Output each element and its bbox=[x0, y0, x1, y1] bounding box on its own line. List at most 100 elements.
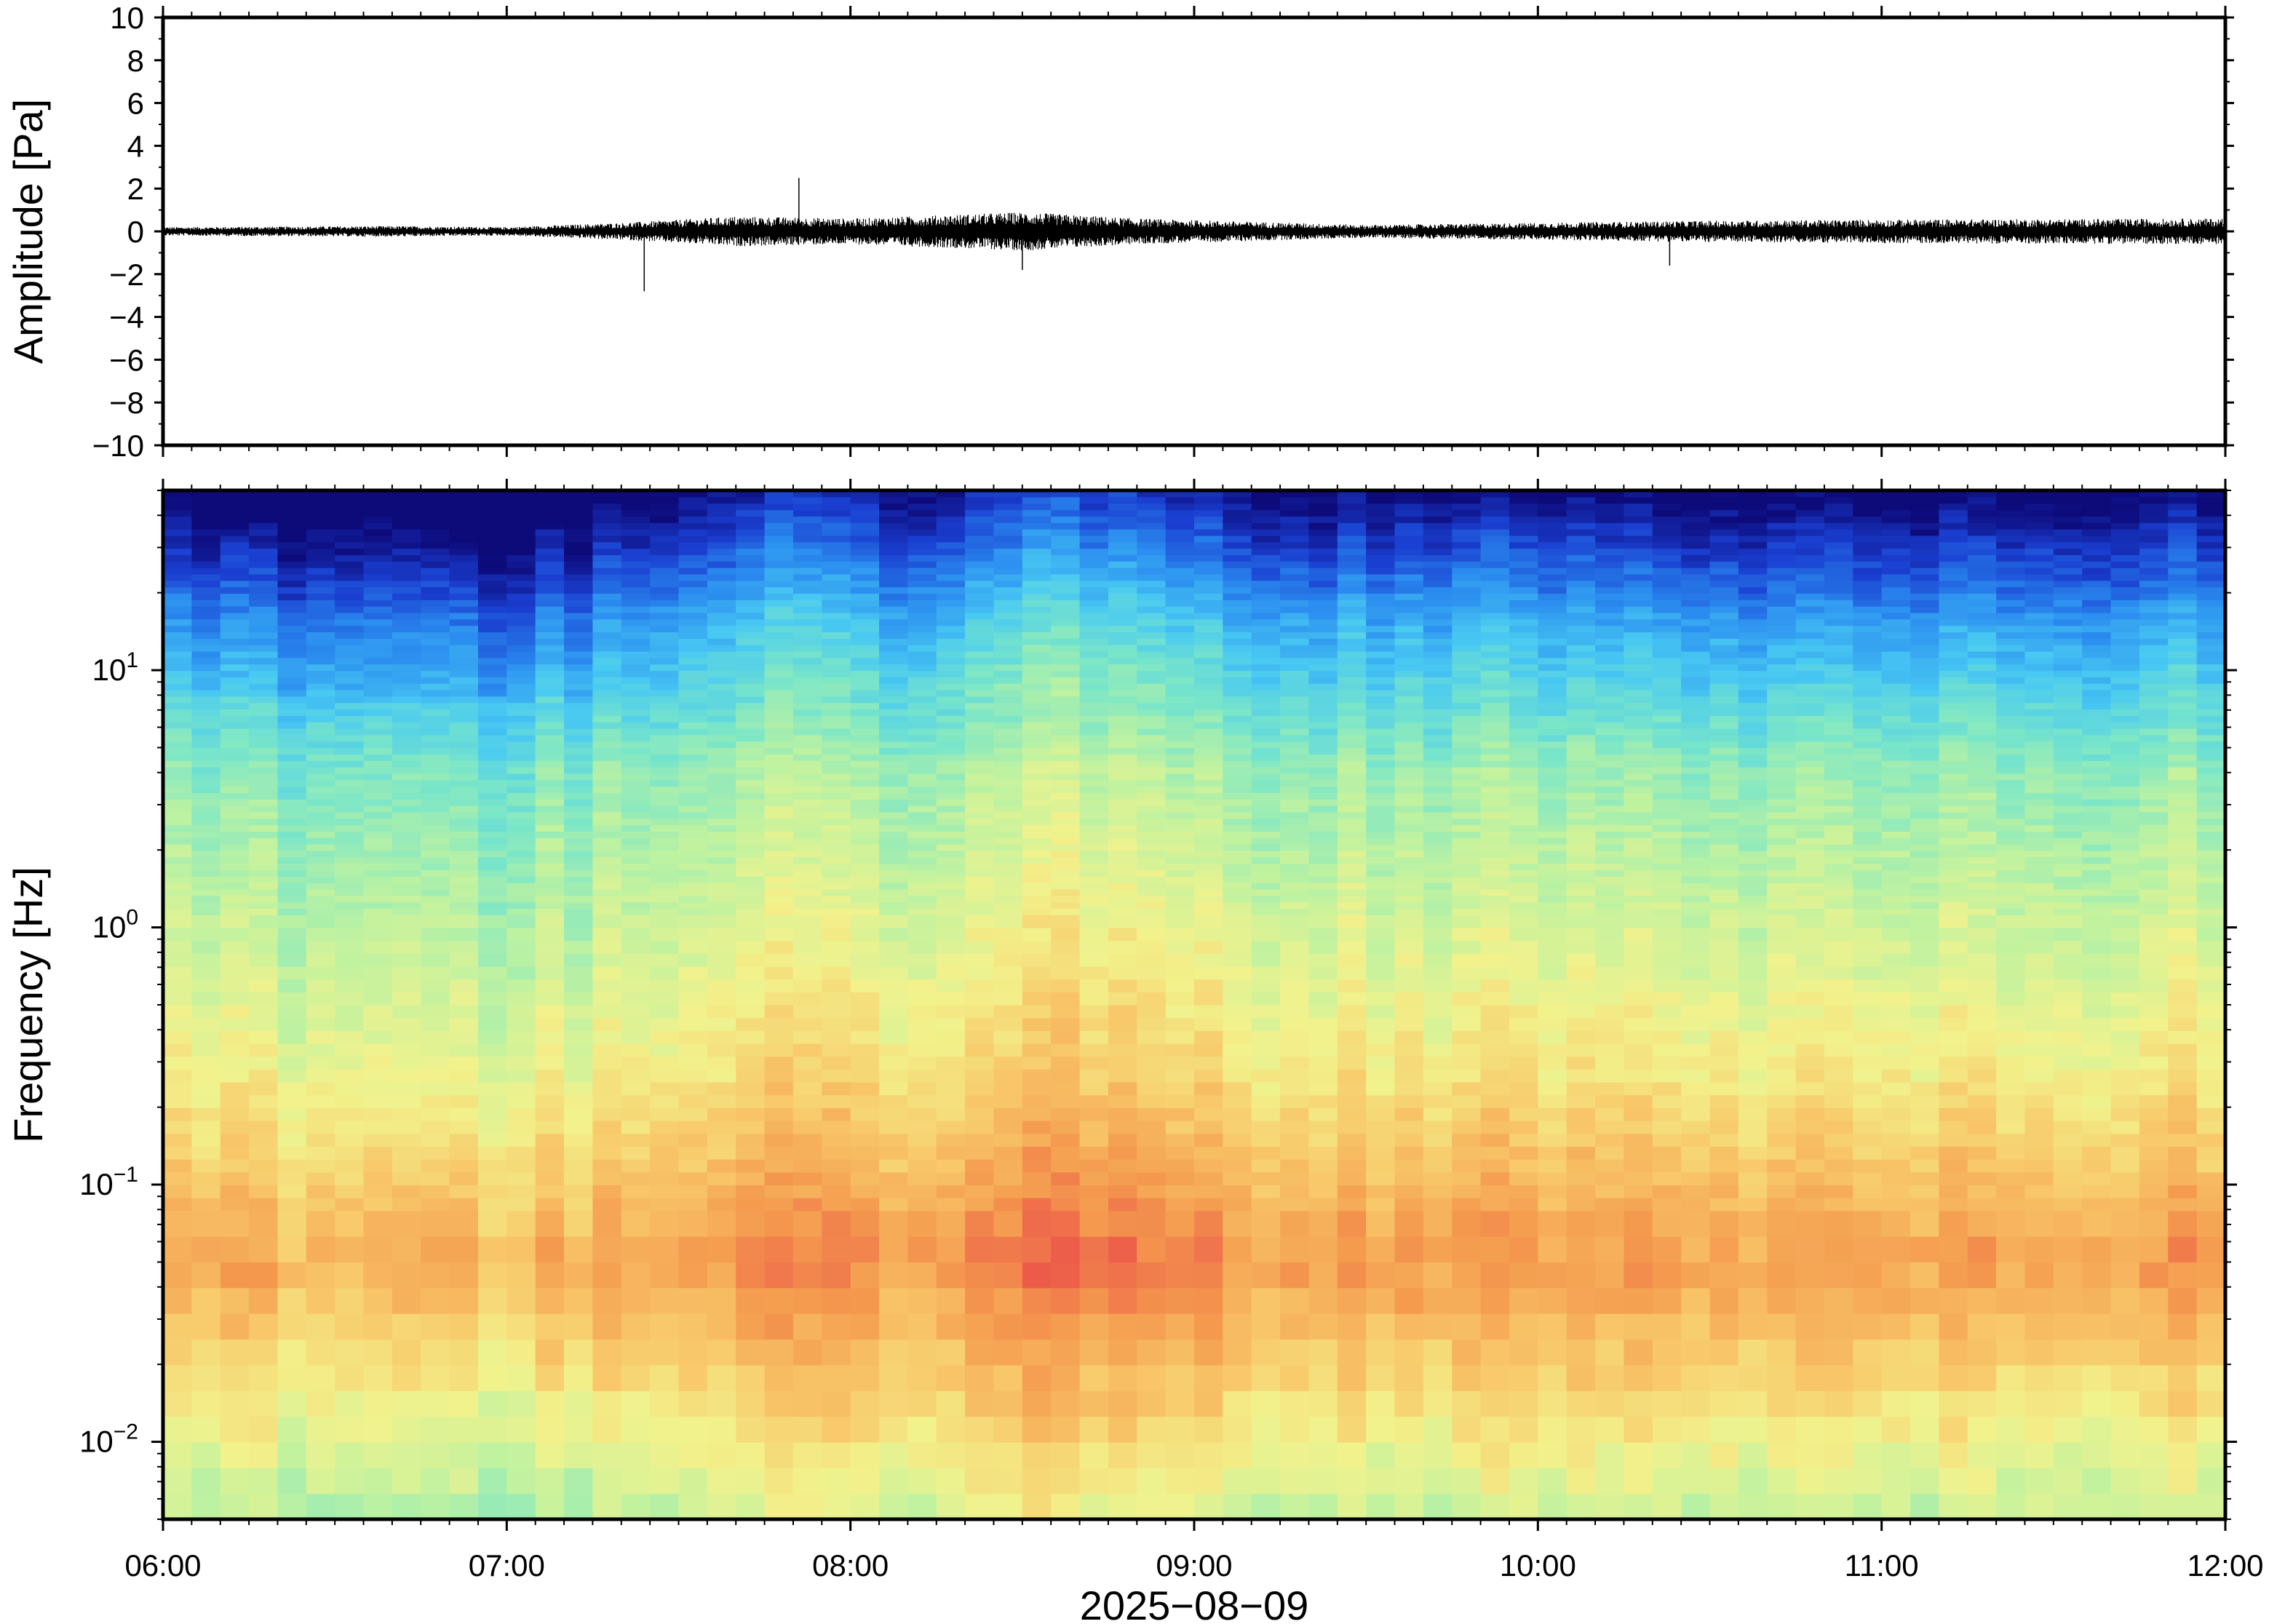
spectrogram-cell bbox=[477, 1364, 507, 1391]
spectrogram-cell bbox=[449, 792, 479, 800]
spectrogram-cell bbox=[249, 824, 279, 832]
spectrogram-cell bbox=[592, 670, 622, 677]
spectrogram-cell bbox=[1194, 1198, 1223, 1211]
spectrogram-cell bbox=[1051, 670, 1081, 677]
spectrogram-cell bbox=[392, 618, 421, 626]
spectrogram-cell bbox=[1308, 1082, 1338, 1096]
spectrogram-cell bbox=[335, 979, 365, 992]
spectrogram-cell bbox=[335, 612, 365, 620]
spectrogram-cell bbox=[592, 966, 622, 980]
spectrogram-cell bbox=[277, 940, 307, 954]
spectrogram-cell bbox=[363, 786, 393, 793]
spectrogram-cell bbox=[993, 696, 1023, 704]
spectrogram-cell bbox=[392, 850, 421, 858]
spectrogram-cell bbox=[1079, 927, 1109, 942]
spectrogram-cell bbox=[907, 1339, 937, 1366]
spectrogram-cell bbox=[335, 799, 365, 806]
spectrogram-cell bbox=[363, 760, 393, 768]
spectrogram-cell bbox=[1480, 600, 1510, 607]
spectrogram-cell bbox=[1194, 715, 1223, 723]
spectrogram-cell bbox=[277, 992, 307, 1006]
spectrogram-cell bbox=[1337, 1043, 1367, 1057]
spectrogram-cell bbox=[764, 573, 794, 581]
spectrogram-cell bbox=[163, 908, 192, 915]
spectrogram-cell bbox=[363, 580, 393, 588]
spectrogram-cell bbox=[421, 734, 450, 742]
spectrogram-cell bbox=[764, 509, 794, 517]
spectrogram-cell bbox=[1423, 625, 1453, 633]
spectrogram-cell bbox=[1452, 1262, 1482, 1289]
spectrogram-cell bbox=[1022, 1107, 1052, 1121]
spectrogram-cell bbox=[449, 863, 479, 871]
spectrogram-cell bbox=[335, 927, 365, 942]
spectrogram-cell bbox=[277, 1468, 307, 1494]
spectrogram-cell bbox=[477, 709, 507, 716]
spectrogram-cell bbox=[1480, 1146, 1510, 1160]
spectrogram-cell bbox=[1137, 535, 1167, 543]
spectrogram-cell bbox=[936, 1171, 966, 1186]
spectrogram-cell bbox=[678, 1364, 708, 1391]
spectrogram-cell bbox=[678, 1121, 708, 1134]
spectrogram-cell bbox=[850, 1441, 880, 1468]
spectrogram-cell bbox=[191, 1339, 221, 1366]
spectrogram-cell bbox=[736, 811, 766, 819]
spectrogram-cell bbox=[993, 606, 1023, 613]
spectrogram-cell bbox=[277, 1236, 307, 1263]
spectrogram-cell bbox=[535, 1210, 565, 1237]
spectrogram-cell bbox=[1251, 901, 1281, 909]
spectrogram-cell bbox=[306, 1313, 335, 1340]
spectrogram-cell bbox=[220, 509, 250, 517]
spectrogram-cell bbox=[1423, 554, 1453, 562]
spectrogram-cell bbox=[678, 516, 708, 523]
spectrogram-cell bbox=[1280, 509, 1310, 517]
spectrogram-cell bbox=[564, 856, 594, 864]
spectrogram-cell bbox=[564, 831, 594, 838]
spectrogram-cell bbox=[1366, 869, 1396, 877]
spectrogram-cell bbox=[1194, 1236, 1223, 1263]
spectrogram-cell bbox=[1022, 1441, 1052, 1468]
spectrogram-cell bbox=[1022, 606, 1052, 613]
spectrogram-cell bbox=[535, 1094, 565, 1108]
spectrogram-cell bbox=[792, 503, 822, 511]
spectrogram-cell bbox=[1137, 580, 1167, 588]
spectrogram-cell bbox=[1165, 1094, 1195, 1108]
spectrogram-cell bbox=[191, 1236, 221, 1263]
spectrogram-cell bbox=[592, 901, 622, 909]
spectrogram-cell bbox=[1137, 1043, 1167, 1057]
spectrogram-cell bbox=[335, 568, 365, 575]
spectrogram-cell bbox=[792, 1364, 822, 1391]
spectrogram-cell bbox=[621, 683, 651, 690]
spectrogram-cell bbox=[1280, 664, 1310, 672]
spectrogram-cell bbox=[1165, 767, 1195, 774]
spectrogram-cell bbox=[1308, 509, 1338, 517]
spectrogram-cell bbox=[335, 1121, 365, 1134]
spectrogram-cell bbox=[650, 1185, 680, 1198]
spectrogram-cell bbox=[564, 632, 594, 639]
spectrogram-cell bbox=[1337, 1094, 1367, 1108]
spectrogram-cell bbox=[907, 496, 937, 504]
spectrogram-cell bbox=[993, 895, 1023, 903]
spectrogram-cell bbox=[1079, 760, 1109, 768]
spectrogram-cell bbox=[993, 773, 1023, 781]
spectrogram-cell bbox=[1137, 645, 1167, 652]
spectrogram-cell bbox=[363, 645, 393, 652]
spectrogram-cell bbox=[621, 966, 651, 980]
spectrogram-cell bbox=[879, 760, 908, 768]
spectrogram-cell bbox=[1423, 1082, 1453, 1096]
spectrogram-cell bbox=[1366, 618, 1396, 626]
spectrogram-cell bbox=[1223, 818, 1252, 826]
spectrogram-cell bbox=[1108, 1017, 1137, 1031]
spectrogram-cell bbox=[477, 1030, 507, 1044]
spectrogram-cell bbox=[1423, 600, 1453, 607]
spectrogram-cell bbox=[993, 677, 1023, 684]
spectrogram-cell bbox=[1280, 1468, 1310, 1494]
spectrogram-cell bbox=[850, 734, 880, 742]
spectrogram-cell bbox=[1223, 496, 1252, 504]
spectrogram-cell bbox=[1423, 1468, 1453, 1494]
spectrogram-cell bbox=[792, 1210, 822, 1237]
spectrogram-cell bbox=[249, 683, 279, 690]
spectrogram-cell bbox=[477, 1441, 507, 1468]
spectrogram-cell bbox=[163, 940, 192, 954]
spectrogram-cell bbox=[249, 767, 279, 774]
spectrogram-cell bbox=[1251, 1339, 1281, 1366]
